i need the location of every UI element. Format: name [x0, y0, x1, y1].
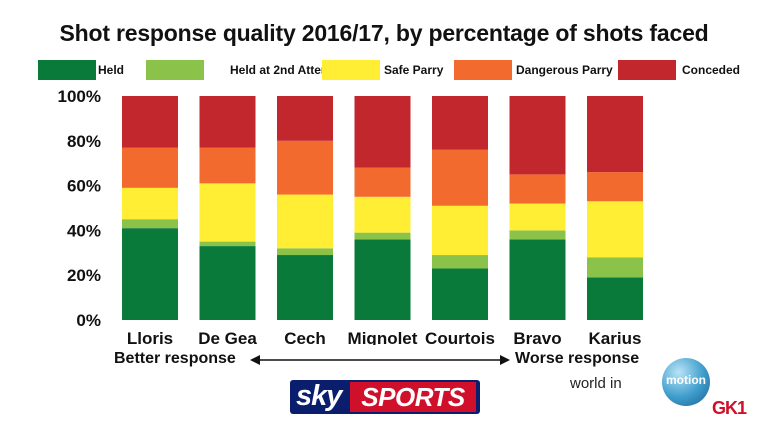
sky-wordmark: sky — [296, 380, 341, 413]
bar-segment — [355, 197, 411, 233]
bar-segment — [432, 206, 488, 255]
bar-segment — [122, 188, 178, 219]
bar-segment — [355, 168, 411, 197]
bar-segment — [587, 257, 643, 277]
bar-segment — [432, 255, 488, 268]
bar-segment — [277, 141, 333, 195]
bar-segment — [200, 242, 256, 246]
x-tick-label: Lloris — [127, 329, 173, 345]
worse-response-label: Worse response — [515, 350, 639, 368]
y-tick-label: 80% — [67, 132, 101, 151]
bar-segment — [432, 96, 488, 150]
bar-segment — [587, 277, 643, 320]
bar-segment — [432, 268, 488, 320]
bar-segment — [432, 150, 488, 206]
bar-segment — [510, 174, 566, 203]
bar-segment — [355, 239, 411, 320]
y-tick-label: 100% — [58, 87, 101, 106]
bar-segment — [277, 195, 333, 249]
y-tick-label: 60% — [67, 177, 101, 196]
bar-segment — [122, 219, 178, 228]
x-tick-label: Mignolet — [348, 329, 418, 345]
response-scale: Better response Worse response — [0, 350, 768, 370]
bar-segment — [200, 183, 256, 241]
bar-segment — [587, 172, 643, 201]
sports-wordmark: SPORTS — [350, 382, 476, 412]
bar-segment — [587, 201, 643, 257]
x-tick-label: Courtois — [425, 329, 495, 345]
bar-segment — [122, 96, 178, 148]
x-tick-label: De Gea — [198, 329, 257, 345]
sky-sports-logo: sky SPORTS — [290, 380, 480, 414]
x-tick-label: Karius — [589, 329, 642, 345]
world-in-text: world in — [570, 375, 622, 392]
double-arrow-icon — [0, 350, 768, 370]
y-tick-label: 20% — [67, 266, 101, 285]
bar-segment — [277, 96, 333, 141]
bar-segment — [355, 96, 411, 168]
bar-segment — [122, 228, 178, 320]
bar-segment — [510, 96, 566, 174]
motion-text: motion — [662, 373, 710, 387]
bar-segment — [510, 230, 566, 239]
bar-segment — [200, 246, 256, 320]
x-tick-label: Bravo — [513, 329, 561, 345]
bar-segment — [200, 96, 256, 148]
stacked-bar-chart: 0% 20% 40% 60% 80% 100% Lloris De Gea Cech Mignol… — [0, 0, 768, 345]
bar-segment — [277, 248, 333, 255]
bar-segment — [587, 96, 643, 172]
gk1-logo: GK1 — [712, 398, 762, 418]
bar-segment — [200, 148, 256, 184]
bar-segment — [510, 204, 566, 231]
world-in-motion-logo: world in motion — [570, 372, 710, 398]
bar-segment — [122, 148, 178, 188]
x-tick-label: Cech — [284, 329, 326, 345]
bar-segment — [510, 239, 566, 320]
y-tick-label: 0% — [76, 311, 101, 330]
bar-segment — [277, 255, 333, 320]
globe-icon: motion — [662, 358, 710, 406]
y-tick-label: 40% — [67, 221, 101, 240]
bar-segment — [355, 233, 411, 240]
